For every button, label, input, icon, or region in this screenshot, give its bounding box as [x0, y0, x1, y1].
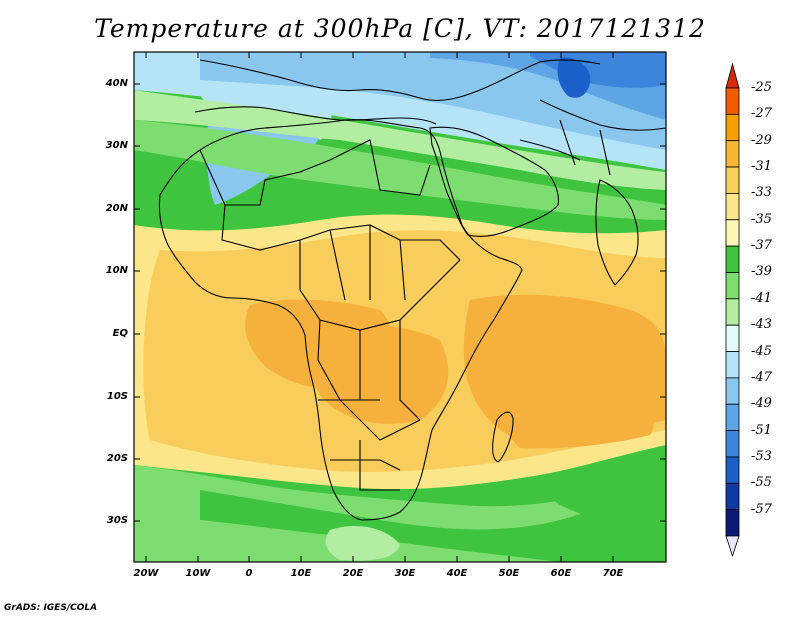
coastlines [158, 59, 666, 521]
lon-label-10w: 10W [185, 568, 211, 579]
colorbar-label: -29 [751, 132, 772, 148]
southern-green-core [200, 460, 666, 562]
lon-label-40e: 40E [446, 568, 468, 579]
lat-label-30s: 30S [106, 515, 128, 526]
colorbar-swatch [725, 377, 740, 405]
lat-label-10s: 10S [106, 391, 128, 402]
colorbar-swatch [725, 219, 740, 247]
colorbar [725, 62, 740, 558]
colorbar-label: -25 [751, 80, 772, 95]
colorbar-label: -31 [751, 159, 772, 175]
colorbar-label: -45 [751, 343, 772, 359]
lat-label-20n: 20N [105, 203, 128, 214]
map-title: Temperature at 300hPa [C], VT: 201712131… [94, 14, 706, 43]
india-coastline [595, 179, 639, 286]
colorbar-swatch [725, 482, 740, 511]
lon-label-30e: 30E [394, 568, 416, 579]
africa-coastline [158, 119, 523, 521]
colorbar-swatch [725, 113, 740, 142]
asia-borders [519, 99, 666, 176]
colorbar-swatch [725, 193, 740, 221]
colorbar-swatch [725, 403, 740, 431]
temperature-field [134, 52, 666, 562]
tropic-orange-south [498, 378, 654, 449]
colorbar-top-arrow [725, 62, 740, 89]
colorbar-swatch [725, 351, 740, 379]
lat-label-30n: 30N [105, 140, 128, 151]
map-frame [133, 51, 667, 563]
tropic-orange-central [308, 324, 449, 424]
colorbar-label: -37 [751, 238, 772, 254]
colorbar-label: -43 [751, 317, 772, 333]
footer-credit: GrADS: IGES/COLA [4, 603, 98, 613]
lon-label-20w: 20W [133, 568, 159, 579]
lon-label-70e: 70E [602, 568, 624, 579]
colorbar-label: -55 [751, 475, 772, 491]
colorbar-label: -57 [751, 501, 772, 517]
lon-label-10e: 10E [290, 568, 312, 579]
cold-core-deep [557, 57, 591, 98]
colorbar-bottom-arrow [725, 535, 740, 558]
pale-green-band [134, 90, 666, 190]
lat-label-10n: 10N [105, 265, 128, 276]
europe-coastline [199, 59, 601, 101]
african-borders [199, 139, 461, 491]
madagascar-coastline [492, 411, 514, 463]
colorbar-swatch [725, 430, 740, 458]
colorbar-label: -33 [751, 185, 772, 201]
colorbar-swatch [725, 87, 740, 115]
colorbar-swatch [725, 324, 740, 352]
lat-label-40n: 40N [105, 78, 128, 89]
colorbar-swatch [725, 166, 740, 194]
colorbar-label: -41 [751, 290, 772, 306]
colorbar-swatch [725, 140, 740, 168]
lon-label-0: 0 [245, 568, 253, 579]
colorbar-label: -39 [751, 264, 772, 280]
lat-label-20s: 20S [106, 453, 128, 464]
colorbar-label: -49 [751, 396, 772, 412]
colorbar-swatch [725, 456, 740, 484]
lat-label-eq: EQ [112, 328, 128, 339]
light-green-band [134, 120, 666, 220]
colorbar-swatch [725, 272, 740, 300]
colorbar-swatch [725, 509, 740, 537]
lon-label-20e: 20E [342, 568, 364, 579]
colorbar-label: -27 [751, 106, 772, 122]
colorbar-swatch [725, 245, 740, 273]
southern-pale-green [325, 525, 400, 561]
lon-label-50e: 50E [498, 568, 520, 579]
colorbar-label: -47 [751, 369, 772, 385]
mediterranean-coast [194, 106, 437, 125]
axis-ticks [134, 52, 666, 562]
colorbar-swatch [725, 298, 740, 326]
colorbar-label: -51 [751, 422, 772, 438]
arabia-coastline [429, 126, 559, 237]
lon-label-60e: 60E [550, 568, 572, 579]
colorbar-label: -35 [751, 211, 772, 227]
colorbar-label: -53 [751, 448, 772, 464]
